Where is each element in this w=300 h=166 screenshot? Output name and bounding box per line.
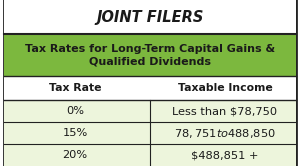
Text: $78,751 to $488,850: $78,751 to $488,850 xyxy=(174,127,276,140)
Bar xyxy=(4,100,296,122)
Bar xyxy=(4,144,296,166)
Text: 0%: 0% xyxy=(66,106,84,116)
Bar xyxy=(4,122,296,144)
Text: JOINT FILERS: JOINT FILERS xyxy=(96,9,204,25)
Text: Tax Rate: Tax Rate xyxy=(49,83,101,93)
Text: Tax Rates for Long-Term Capital Gains &
Qualified Dividends: Tax Rates for Long-Term Capital Gains & … xyxy=(25,44,275,67)
Text: Less than $78,750: Less than $78,750 xyxy=(172,106,278,116)
Text: Taxable Income: Taxable Income xyxy=(178,83,272,93)
Bar xyxy=(4,34,296,76)
Bar xyxy=(4,0,296,34)
Text: 20%: 20% xyxy=(62,150,88,160)
Text: 15%: 15% xyxy=(62,128,88,138)
Bar xyxy=(4,76,296,100)
Text: $488,851 +: $488,851 + xyxy=(191,150,259,160)
